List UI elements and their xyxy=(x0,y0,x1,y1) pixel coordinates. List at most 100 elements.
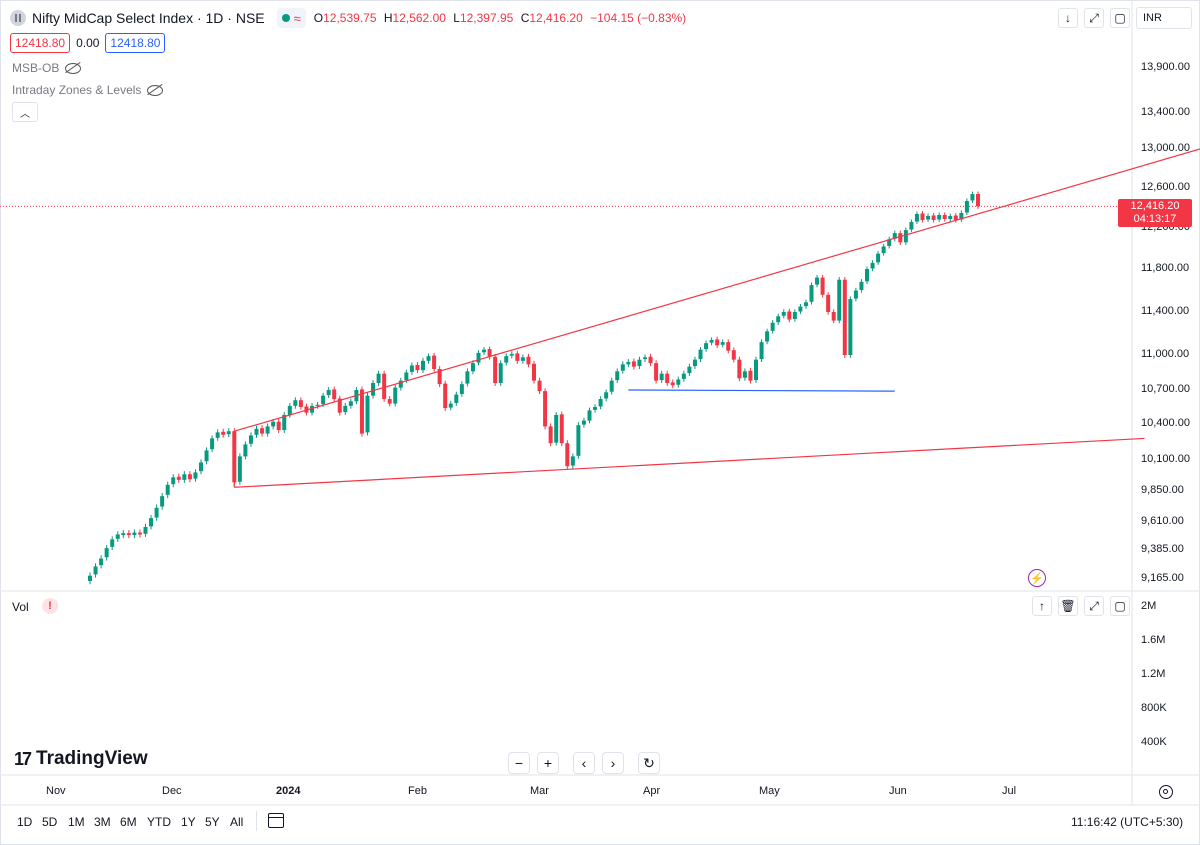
market-status-pill[interactable]: ≈ xyxy=(276,8,306,28)
candle xyxy=(260,425,265,437)
candle xyxy=(831,309,836,324)
scroll-left-button[interactable]: ‹ xyxy=(573,752,595,774)
restore-volume-button[interactable]: ▢ xyxy=(1110,596,1130,616)
clock-timezone[interactable]: 11:16:42 (UTC+5:30) xyxy=(1071,815,1184,829)
candle xyxy=(598,396,603,410)
candle xyxy=(798,303,803,315)
candle xyxy=(137,529,142,538)
scroll-down-button[interactable]: ↓ xyxy=(1058,8,1078,28)
candle xyxy=(393,384,398,407)
indicator-intraday-zones[interactable]: Intraday Zones & Levels xyxy=(12,83,164,97)
collapse-indicators-button[interactable]: ︿ xyxy=(12,102,38,122)
bar-countdown: 04:13:17 xyxy=(1133,213,1177,225)
timeframe-button-ytd[interactable]: YTD xyxy=(147,815,171,829)
timeframe-button-1m[interactable]: 1M xyxy=(68,815,85,829)
candle xyxy=(432,352,437,372)
candle xyxy=(909,219,914,233)
candle xyxy=(154,504,159,521)
zoom-in-button[interactable]: + xyxy=(537,752,559,774)
last-price-tag: 12,416.20 04:13:17 xyxy=(1118,199,1192,227)
timeframe-button-all[interactable]: All xyxy=(230,815,244,829)
calendar-icon[interactable] xyxy=(268,813,284,828)
restore-pane-button[interactable]: ▢ xyxy=(1110,8,1130,28)
zoom-out-button[interactable]: − xyxy=(508,752,530,774)
candle xyxy=(276,418,281,433)
candle xyxy=(215,429,220,441)
candle xyxy=(143,523,148,537)
flash-icon[interactable]: ⚡ xyxy=(1028,569,1046,587)
market-open-dot-icon xyxy=(281,14,290,22)
reset-chart-button[interactable]: ↻ xyxy=(638,752,660,774)
candle xyxy=(204,447,209,465)
candle xyxy=(265,423,270,437)
tradingview-logo[interactable]: 17 TradingView xyxy=(14,748,148,770)
timeframe-button-5d[interactable]: 5D xyxy=(42,815,58,829)
sell-price-box[interactable]: 12418.80 xyxy=(10,33,71,53)
candle xyxy=(409,362,414,375)
price-axis-label: 10,400.00 xyxy=(1141,417,1190,429)
warning-icon[interactable]: ! xyxy=(42,598,58,614)
timeframe-button-1y[interactable]: 1Y xyxy=(181,815,196,829)
time-axis-label: Jul xyxy=(1002,785,1017,797)
timeframe-button-6m[interactable]: 6M xyxy=(120,815,137,829)
buy-price-box[interactable]: 12418.80 xyxy=(105,33,166,53)
candle xyxy=(199,459,203,475)
candle xyxy=(99,555,104,569)
ohlc-values: O12,539.75 H12,562.00 L12,397.95 C12,416… xyxy=(313,11,687,25)
maximize-volume-button[interactable]: ⤢ xyxy=(1084,596,1104,616)
restore-icon: ▢ xyxy=(1114,11,1126,25)
reset-icon: ↻ xyxy=(643,754,655,771)
candle xyxy=(171,474,176,488)
timeframe-button-1d[interactable]: 1D xyxy=(17,815,33,829)
candle xyxy=(876,251,881,265)
candle xyxy=(382,370,387,402)
collapse-arrows-icon: ⤢ xyxy=(1089,10,1099,25)
indicator-label: Intraday Zones & Levels xyxy=(12,83,142,97)
candle xyxy=(676,376,681,388)
candle xyxy=(715,336,720,349)
scroll-right-button[interactable]: › xyxy=(602,752,624,774)
hidden-eye-icon[interactable] xyxy=(65,62,82,74)
candle xyxy=(565,440,570,470)
candle xyxy=(765,328,770,345)
candle xyxy=(948,213,953,222)
currency-select[interactable]: INR xyxy=(1136,7,1192,29)
candle xyxy=(237,453,242,485)
timeframe-button-3m[interactable]: 3M xyxy=(94,815,111,829)
candle xyxy=(620,361,625,374)
candle xyxy=(509,351,514,359)
candle xyxy=(770,320,775,334)
candle xyxy=(615,368,620,383)
candle xyxy=(226,428,231,438)
candle xyxy=(587,407,592,424)
candle xyxy=(515,350,520,364)
hidden-eye-icon[interactable] xyxy=(147,84,164,96)
restore-icon: ▢ xyxy=(1114,599,1126,613)
support-level-trendline[interactable] xyxy=(628,389,895,392)
candle xyxy=(337,395,342,416)
candle xyxy=(104,545,109,561)
candle xyxy=(665,370,670,386)
move-pane-up-button[interactable]: ↑ xyxy=(1032,596,1052,616)
settings-gear-icon[interactable] xyxy=(1159,785,1173,799)
price-axis-label: 9,165.00 xyxy=(1141,572,1184,584)
candle xyxy=(426,353,431,364)
indicator-msb-ob[interactable]: MSB-OB xyxy=(12,61,82,75)
delete-pane-button[interactable]: 🗑 xyxy=(1058,596,1078,616)
candle xyxy=(942,212,947,222)
timeframe-button-5y[interactable]: 5Y xyxy=(205,815,220,829)
candle xyxy=(504,353,509,366)
symbol-title[interactable]: Nifty MidCap Select Index · 1D · NSE xyxy=(32,10,265,26)
time-axis-label: Jun xyxy=(889,785,907,797)
candle xyxy=(526,353,531,368)
candle xyxy=(731,347,736,363)
candle xyxy=(498,360,503,386)
volume-label[interactable]: Vol xyxy=(12,600,29,614)
candle xyxy=(487,346,492,360)
chevron-right-icon: › xyxy=(610,755,616,771)
maximize-pane-button[interactable]: ⤢ xyxy=(1084,8,1104,28)
upper-channel-trendline[interactable] xyxy=(234,148,1200,432)
candle xyxy=(937,212,942,222)
lower-channel-trendline[interactable] xyxy=(234,437,1145,488)
